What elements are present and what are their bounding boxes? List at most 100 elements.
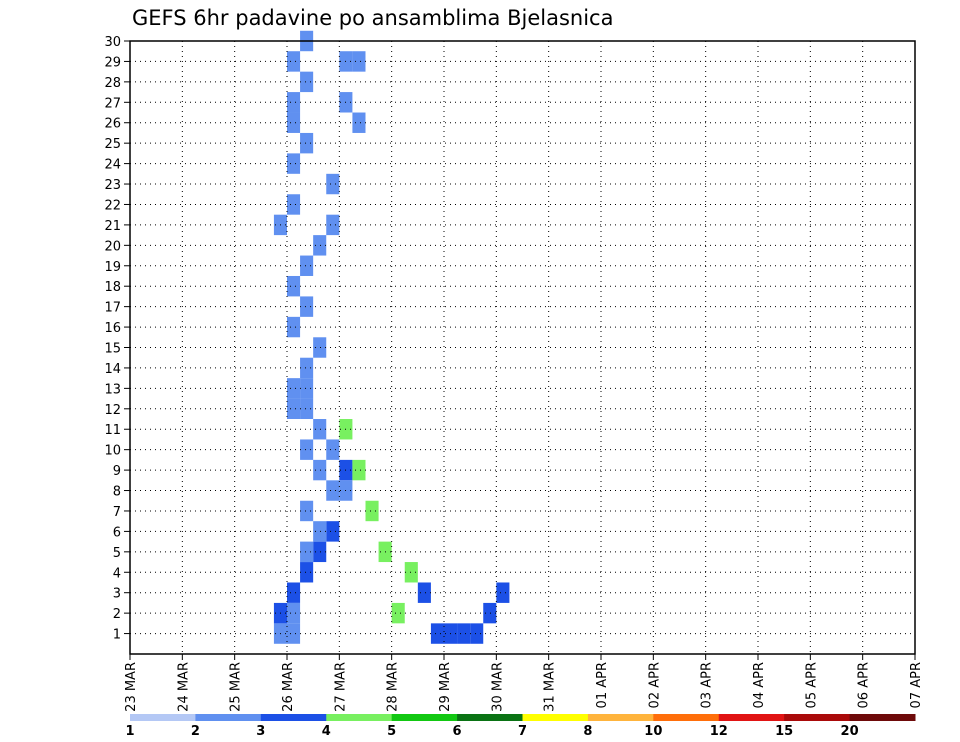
colorbar-label: 2 <box>191 724 200 739</box>
heatmap-cell-26 <box>313 459 327 481</box>
x-tick-label: 06 APR <box>857 662 872 708</box>
y-tick-label: 23 <box>104 178 121 193</box>
colorbar-label: 10 <box>644 724 662 739</box>
y-tick-label: 6 <box>113 525 121 540</box>
y-tick-label: 11 <box>104 423 121 438</box>
y-tick-label: 17 <box>104 301 121 316</box>
chart-title: GEFS 6hr padavine po ansamblima Bjelasni… <box>132 6 614 30</box>
colorbar-swatch <box>849 714 916 721</box>
heatmap-cell-56 <box>352 51 366 72</box>
y-tick-label: 3 <box>113 587 121 602</box>
y-tick-label: 14 <box>104 362 121 377</box>
heatmap-cell-18 <box>483 602 497 624</box>
y-tick-label: 18 <box>104 280 121 295</box>
y-tick-label: 24 <box>104 158 121 173</box>
heatmap-cell-47 <box>300 378 314 399</box>
x-tick-label: 30 MAR <box>490 662 505 712</box>
heatmap-cell-33 <box>287 316 301 338</box>
x-tick-label: 27 MAR <box>333 662 348 712</box>
heatmap-cell-12 <box>404 562 418 583</box>
x-tick-label: 02 APR <box>647 662 662 708</box>
heatmap-cell-24 <box>300 500 314 522</box>
heatmap-cell-28 <box>313 419 327 440</box>
y-tick-label: 5 <box>113 546 121 561</box>
x-tick-label: 07 APR <box>909 662 924 708</box>
y-tick-label: 29 <box>104 55 121 70</box>
cells-layer <box>273 30 510 644</box>
heatmap-cell-41 <box>287 112 301 133</box>
heatmap-cell-42 <box>287 92 301 113</box>
x-tick-label: 05 APR <box>804 662 819 708</box>
y-tick-label: 28 <box>104 76 121 91</box>
y-tick-label: 21 <box>104 219 121 234</box>
heatmap-cell-49 <box>326 214 340 236</box>
y-tick-label: 1 <box>113 628 121 643</box>
y-tick-label: 27 <box>104 96 121 111</box>
heatmap-cell-16 <box>457 623 471 644</box>
colorbar-label: 5 <box>387 724 396 739</box>
y-tick-label: 7 <box>113 505 121 520</box>
y-tick-label: 12 <box>104 403 121 418</box>
grid-layer <box>130 41 915 654</box>
heatmap-cell-25 <box>326 480 340 501</box>
x-tick-label: 28 MAR <box>386 662 401 712</box>
y-tick-label: 10 <box>104 444 121 459</box>
colorbar-swatch <box>718 714 785 721</box>
y-tick-label: 4 <box>113 566 121 581</box>
colorbar-swatch <box>653 714 720 721</box>
colorbar-swatch <box>260 714 327 721</box>
colorbar-label: 8 <box>583 724 592 739</box>
heatmap-cell-13 <box>417 582 431 603</box>
colorbar-swatch <box>130 714 196 721</box>
colorbar-swatch <box>391 714 458 721</box>
heatmap-cell-44 <box>287 51 301 72</box>
y-tick-label: 30 <box>104 35 121 50</box>
heatmap-cell-8 <box>352 459 366 481</box>
colorbar-swatch <box>457 714 523 721</box>
y-tick-label: 15 <box>104 342 121 357</box>
heatmap-cell-5 <box>326 521 340 542</box>
colorbar-swatch <box>195 714 262 721</box>
heatmap-cell-50 <box>326 173 340 195</box>
heatmap-cell-30 <box>287 378 301 399</box>
heatmap-cell-48 <box>313 235 327 256</box>
heatmap-cell-29 <box>300 398 314 420</box>
heatmap-cell-2 <box>287 582 301 603</box>
y-tick-label: 16 <box>104 321 121 336</box>
heatmap-cell-35 <box>287 275 301 297</box>
colorbar-swatch <box>784 714 851 721</box>
colorbar-label: 6 <box>453 724 462 739</box>
y-tick-label: 22 <box>104 198 121 213</box>
colorbar-swatch <box>326 714 393 721</box>
heatmap-cell-14 <box>430 623 444 644</box>
heatmap-cell-39 <box>287 153 301 174</box>
heatmap-cell-11 <box>391 602 405 624</box>
heatmap-cell-17 <box>470 623 484 644</box>
y-tick-label: 25 <box>104 137 121 152</box>
y-tick-label: 26 <box>104 117 121 132</box>
x-tick-label: 26 MAR <box>281 662 296 712</box>
colorbar-label: 12 <box>710 724 728 739</box>
colorbar-label: 1 <box>125 724 134 739</box>
colorbar-label: 7 <box>518 724 527 739</box>
heatmap-cell-31 <box>300 357 314 379</box>
x-tick-label: 23 MAR <box>124 662 139 712</box>
colorbar-label: 3 <box>256 724 265 739</box>
colorbar-swatch <box>587 714 654 721</box>
x-tick-label: 01 APR <box>595 662 610 708</box>
plot-frame <box>129 40 916 655</box>
heatmap-cell-3 <box>300 562 314 583</box>
heatmap-cell-43 <box>300 71 314 93</box>
x-tick-label: 03 APR <box>700 662 715 708</box>
heatmap-cell-38 <box>287 194 301 215</box>
heatmap-cell-22 <box>300 541 314 563</box>
y-tick-label: 8 <box>113 485 121 500</box>
x-tick-label: 31 MAR <box>543 662 558 712</box>
colorbar-swatch <box>522 714 589 721</box>
y-tick-label: 20 <box>104 239 121 254</box>
x-tick-label: 25 MAR <box>229 662 244 712</box>
heatmap-cell-32 <box>313 337 327 358</box>
y-axis: 1234567891011121314151617181920212223242… <box>104 35 130 643</box>
heatmap-cell-4 <box>313 541 327 563</box>
